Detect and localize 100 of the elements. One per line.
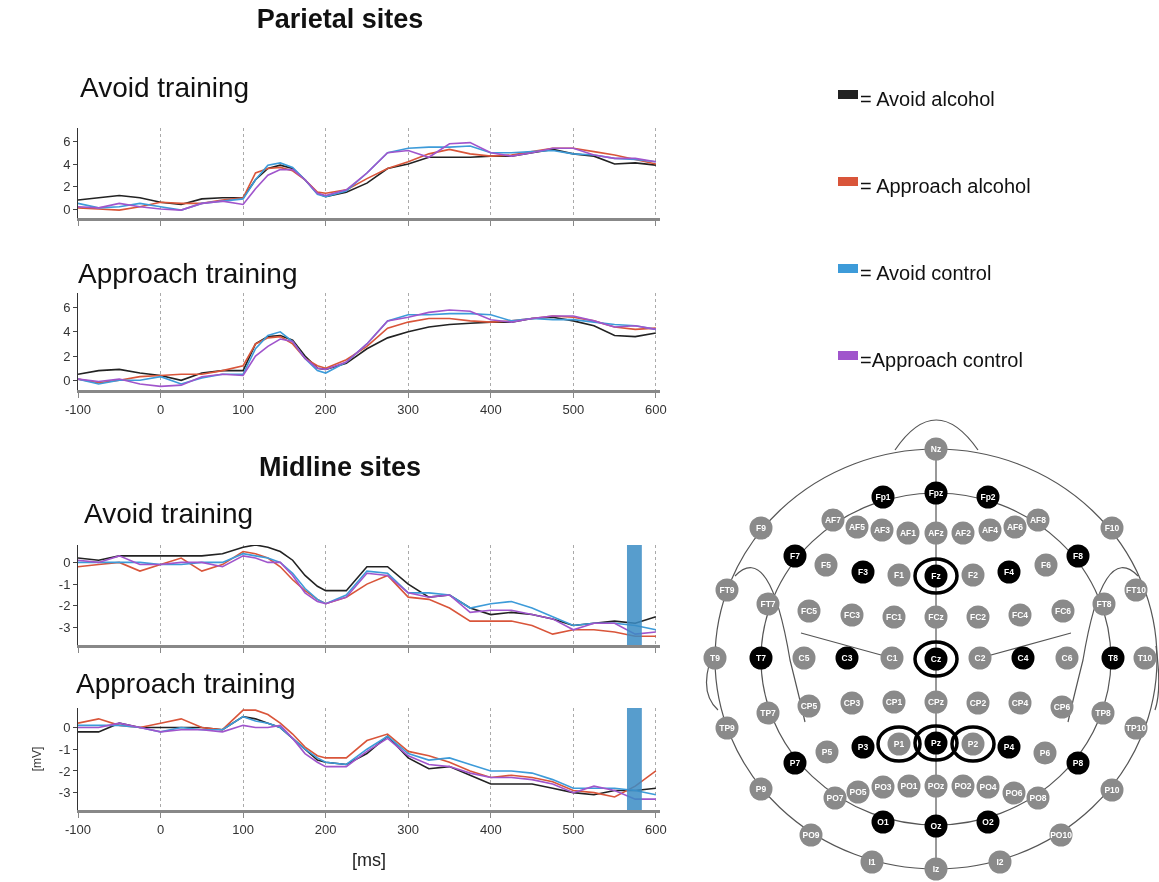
category-label: T7: [756, 653, 767, 664]
category-label: PO4: [979, 782, 997, 793]
legend-label: = Avoid alcohol: [860, 88, 995, 110]
category-label: FCz: [928, 612, 944, 623]
x-axis-title: [ms]: [352, 849, 386, 870]
category-label: PO3: [874, 782, 892, 793]
category-label: P1: [893, 739, 905, 750]
category-label: FC2: [969, 612, 987, 623]
y-tick-label: 6: [63, 300, 71, 316]
x-tick-label: 600: [645, 821, 667, 837]
chart-subtitle: Approach training: [78, 258, 298, 290]
category-label: CP6: [1053, 702, 1071, 713]
category-label: F5: [821, 560, 832, 571]
x-tick-label: 300: [397, 401, 420, 417]
category-label: PO9: [802, 830, 820, 841]
category-label: CP5: [800, 701, 818, 712]
category-label: PO6: [1005, 788, 1023, 799]
category-label: AF3: [873, 525, 891, 536]
y-tick-label: 0: [63, 720, 71, 736]
category-label: Oz: [930, 821, 942, 832]
y-tick-label: -3: [58, 785, 71, 801]
category-label: PO8: [1029, 793, 1047, 804]
y-tick-label: 0: [63, 554, 71, 570]
category-label: F6: [1041, 560, 1052, 571]
category-label: AF1: [899, 528, 917, 539]
category-label: FC1: [885, 612, 903, 623]
category-label: C3: [841, 653, 853, 664]
category-label: F1: [894, 570, 905, 581]
chart-title: Midline sites: [257, 452, 422, 483]
category-label: AF7: [824, 515, 842, 526]
category-label: P2: [967, 739, 979, 750]
y-tick-label: 0: [63, 201, 71, 217]
category-label: F10: [1104, 523, 1120, 534]
category-label: FC4: [1011, 610, 1029, 621]
category-label: AF5: [848, 522, 866, 533]
category-label: FT8: [1096, 599, 1112, 610]
category-label: Fz: [931, 571, 941, 582]
y-tick-label: -3: [58, 620, 71, 636]
category-label: Pz: [931, 738, 941, 749]
category-label: C4: [1017, 653, 1029, 664]
category-label: CPz: [927, 697, 945, 708]
category-label: O2: [982, 817, 994, 828]
category-label: FT7: [760, 599, 776, 610]
category-label: C6: [1061, 653, 1073, 664]
x-tick-label: -100: [64, 401, 92, 417]
category-label: FC5: [800, 606, 818, 617]
category-label: C2: [974, 653, 986, 664]
category-label: TP9: [719, 723, 736, 734]
y-tick-label: 2: [63, 179, 71, 195]
y-axis-title: [mV]: [30, 746, 45, 772]
category-label: I1: [868, 857, 876, 868]
category-label: P3: [857, 742, 869, 753]
category-label: P6: [1039, 748, 1051, 759]
category-label: F9: [756, 523, 767, 534]
y-tick-label: -1: [58, 576, 71, 592]
y-tick-label: 2: [63, 348, 71, 364]
category-label: AF2: [954, 528, 972, 539]
x-tick-label: 100: [232, 821, 254, 837]
chart-title: Parietal sites: [255, 4, 425, 35]
category-label: P8: [1072, 758, 1084, 769]
x-tick-label: 400: [479, 821, 502, 837]
category-label: O1: [877, 817, 889, 828]
category-label: Fp2: [980, 492, 996, 503]
category-label: PO1: [900, 781, 918, 792]
category-label: Fpz: [928, 488, 944, 499]
category-label: P9: [755, 784, 767, 795]
y-tick-label: 4: [63, 324, 71, 340]
x-tick-label: -100: [64, 821, 92, 837]
y-tick-label: -1: [58, 741, 71, 757]
category-label: P10: [1104, 785, 1120, 796]
legend-label: =Approach control: [860, 349, 1023, 371]
category-label: I2: [996, 857, 1004, 868]
category-label: Nz: [930, 444, 942, 455]
category-label: PO7: [826, 793, 844, 804]
category-label: C5: [798, 653, 810, 664]
category-label: FC6: [1054, 606, 1072, 617]
category-label: CP4: [1011, 698, 1029, 709]
category-label: PO2: [954, 781, 972, 792]
x-tick-label: 0: [156, 821, 165, 837]
category-label: P5: [821, 747, 833, 758]
y-tick-label: 4: [63, 156, 71, 172]
chart-subtitle: Avoid training: [84, 498, 254, 530]
category-label: TP10: [1125, 723, 1147, 734]
category-label: AF4: [981, 525, 999, 536]
category-label: C1: [886, 653, 898, 664]
category-label: Fp1: [875, 492, 891, 503]
category-label: CP1: [885, 697, 903, 708]
category-label: AF8: [1029, 515, 1047, 526]
category-label: T10: [1137, 653, 1153, 664]
category-label: TP8: [1095, 708, 1112, 719]
category-label: T8: [1108, 653, 1119, 664]
x-tick-label: 200: [314, 821, 337, 837]
x-tick-label: 0: [156, 401, 165, 417]
category-label: P7: [789, 758, 801, 769]
category-label: PO10: [1050, 830, 1073, 841]
category-label: CP2: [969, 698, 987, 709]
category-label: Cz: [930, 654, 942, 665]
x-tick-label: 600: [645, 401, 667, 417]
category-label: AFz: [928, 528, 944, 539]
x-tick-label: 300: [397, 821, 420, 837]
